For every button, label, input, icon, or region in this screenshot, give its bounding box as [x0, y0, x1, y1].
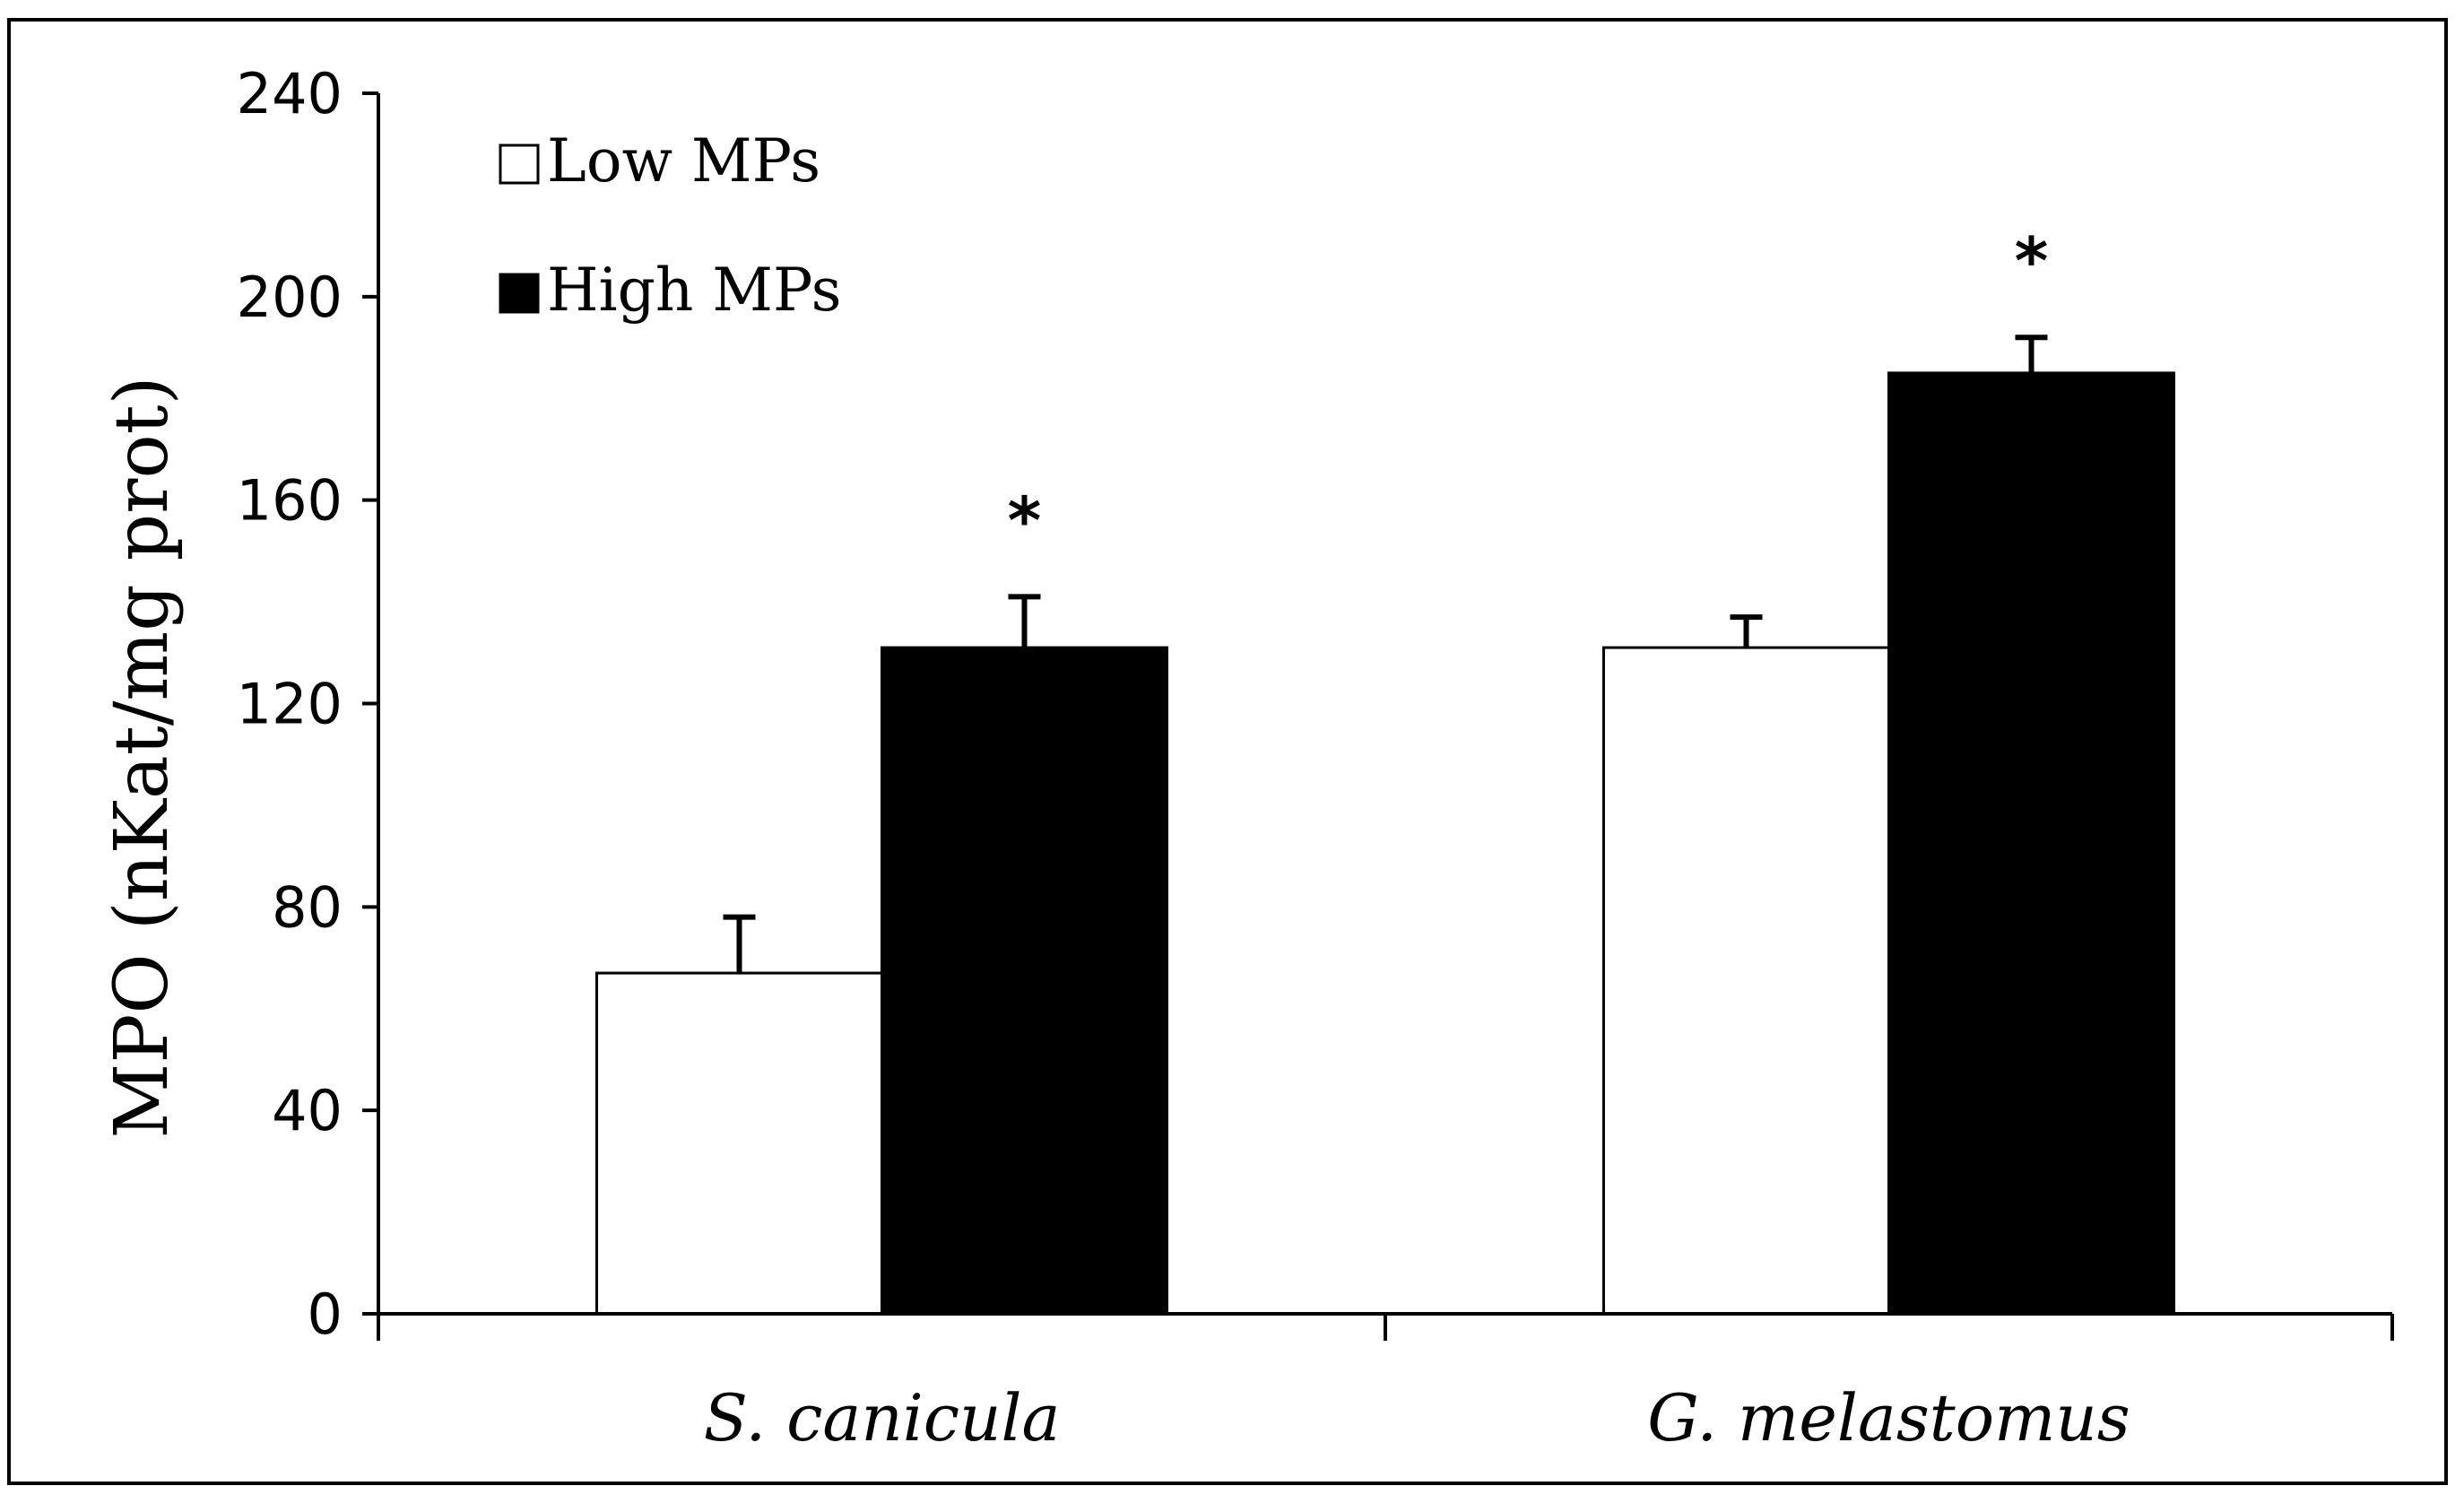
- y-tick-label-2: 80: [272, 874, 343, 940]
- y-tick-label-6: 240: [237, 61, 343, 126]
- bar-1-0: [881, 646, 1168, 1316]
- bar-0-0: [595, 971, 883, 1316]
- axes-layer: [362, 91, 2394, 1341]
- legend-swatch-1: [499, 273, 540, 314]
- error-bars-layer: [723, 335, 2048, 974]
- y-tick-label-5: 200: [237, 265, 343, 330]
- x-category-label-0: S. canicula: [704, 1380, 1061, 1456]
- significance-marker-1-1: *: [2015, 223, 2049, 299]
- significance-marker-1-0: *: [1008, 482, 1042, 558]
- y-tick-label-1: 40: [272, 1078, 343, 1143]
- legend-label-1: High MPs: [547, 256, 842, 325]
- annotations-layer: **: [1008, 223, 2049, 558]
- y-tick-label-4: 160: [237, 468, 343, 534]
- y-tick-label-0: 0: [308, 1282, 343, 1347]
- legend-label-0: Low MPs: [547, 126, 820, 196]
- bar-1-1: [1887, 371, 2175, 1316]
- legend: Low MPs High MPs: [499, 126, 842, 325]
- y-tick-label-3: 120: [237, 672, 343, 737]
- bar-0-1: [1602, 646, 1890, 1316]
- legend-swatch-0: [499, 143, 540, 185]
- x-category-label-1: G. melastomus: [1647, 1380, 2130, 1456]
- y-axis-title: MPO (nKat/mg prot): [100, 376, 185, 1138]
- labels-layer: 0 40 80 120 160 200 240 S. canicula G. melastomu…: [100, 61, 2130, 1456]
